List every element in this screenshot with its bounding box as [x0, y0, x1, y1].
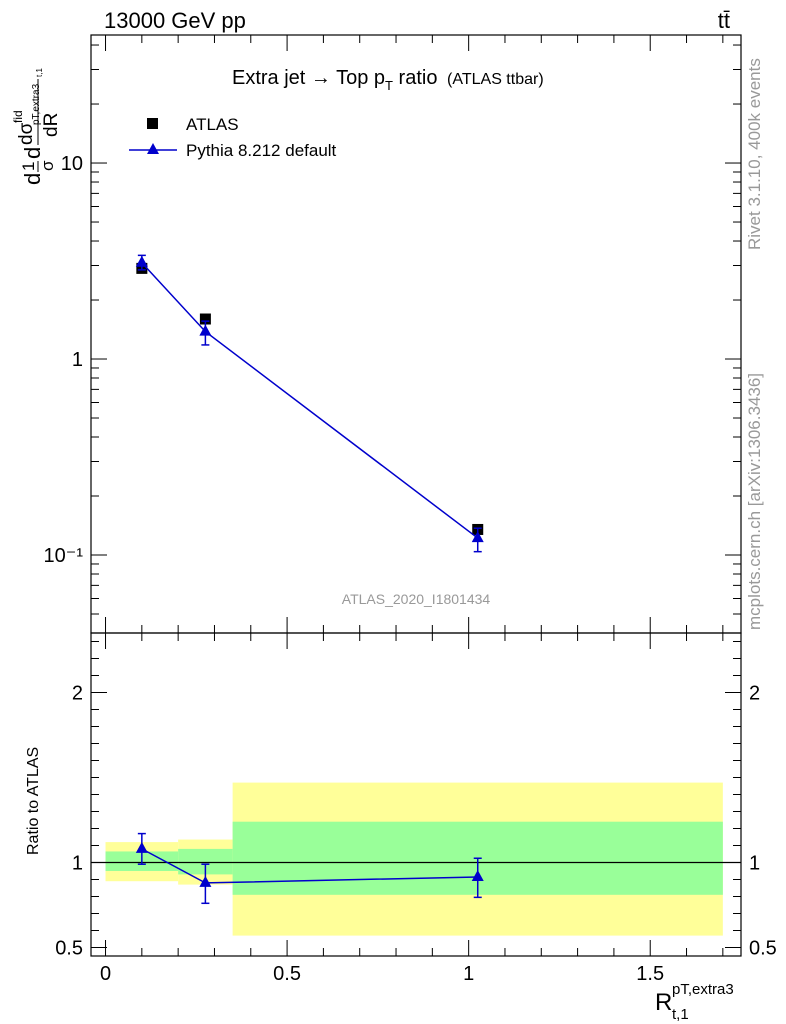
xlabel-main: R: [655, 989, 672, 1016]
legend: ATLAS Pythia 8.212 default: [129, 115, 337, 160]
main-plot-panel: 10⁻¹ 1 10 Extra jet → Top pT ratio (ATLAS …: [11, 34, 742, 634]
pythia-data-point: [135, 255, 148, 267]
svg-text:dσ: dσ: [16, 122, 37, 145]
atlas-data-point: [199, 313, 211, 325]
legend-marker-atlas: [147, 118, 158, 129]
legend-label-pythia: Pythia 8.212 default: [186, 141, 337, 160]
xlabel: R pT,extra3 t,1: [655, 981, 734, 1023]
process-label: tt̄: [718, 8, 730, 33]
pythia-line: [141, 262, 479, 539]
ratio-xtick-label: 1.5: [636, 963, 664, 985]
ratio-pythia-data-point: [471, 869, 484, 881]
svg-text:σ: σ: [38, 160, 57, 171]
svg-text:d: d: [20, 147, 45, 159]
svg-text:dR: dR: [41, 113, 62, 137]
ratio-ytick-label-right: 1: [749, 853, 760, 875]
svg-text:fid: fid: [11, 110, 25, 123]
ratio-pythia-data-point: [199, 875, 212, 887]
ratio-xtick-label: 0: [100, 963, 111, 985]
svg-text:d: d: [20, 173, 45, 185]
analysis-watermark: ATLAS_2020_I1801434: [342, 591, 491, 607]
source-label: mcplots.cern.ch [arXiv:1306.3436]: [745, 373, 764, 630]
main-ytick-label: 1: [72, 349, 83, 371]
plot-title: Extra jet → Top pT ratio (ATLAS ttbar): [232, 67, 544, 93]
ratio-ytick-label-left: 2: [72, 683, 83, 705]
plot-title-subscript: T: [385, 78, 393, 93]
legend-label-atlas: ATLAS: [186, 115, 239, 134]
plot-title-main: Extra jet → Top p: [232, 67, 385, 89]
svg-text:pT,extra3: pT,extra3: [31, 83, 42, 125]
svg-text:1: 1: [19, 162, 38, 171]
rivet-version-label: Rivet 3.1.10, 400k events: [745, 58, 764, 250]
ratio-ytick-label-left: 1: [72, 853, 83, 875]
xlabel-superscript: pT,extra3: [672, 981, 734, 998]
ratio-xtick-label: 1: [463, 963, 474, 985]
main-ylabel: d 1 σ d dσ fid pT,extra3 t,1 dR: [11, 68, 62, 185]
plot-title-rest: ratio: [393, 67, 437, 89]
plot-title-small: (ATLAS ttbar): [447, 71, 544, 88]
energy-label: 13000 GeV pp: [104, 8, 246, 33]
ratio-ylabel: Ratio to ATLAS: [25, 747, 42, 855]
ratio-pythia-data-point: [135, 841, 148, 853]
xlabel-subscript: t,1: [672, 1006, 689, 1023]
ratio-ytick-label-right: 0.5: [749, 938, 777, 960]
pythia-data-point: [471, 531, 484, 543]
pythia-data-point: [199, 324, 212, 336]
svg-text:t,1: t,1: [35, 68, 44, 77]
main-ytick-label: 10: [61, 153, 83, 175]
ratio-plot-panel: 0.5 0.5 1 1 2 2 0 0.5 1 1.5 Ratio to ATLAS R pT,e…: [25, 632, 777, 1023]
ratio-ytick-label-left: 0.5: [55, 938, 83, 960]
ratio-xtick-label: 0.5: [273, 963, 301, 985]
legend-marker-pythia: [147, 143, 159, 154]
ratio-ytick-label-right: 2: [749, 683, 760, 705]
main-ytick-label: 10⁻¹: [44, 545, 84, 567]
